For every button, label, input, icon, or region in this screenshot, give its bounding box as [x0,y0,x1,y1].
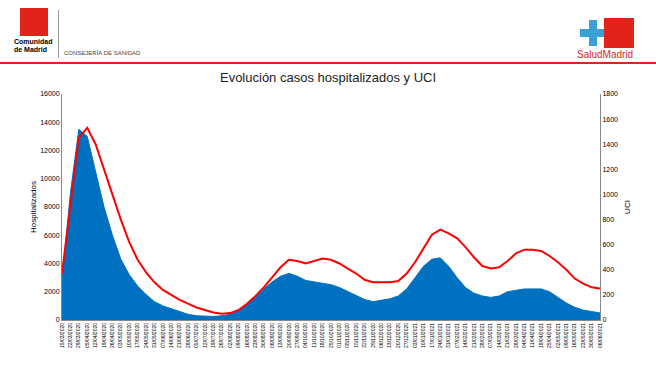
svg-text:07/06/2020: 07/06/2020 [160,323,166,348]
svg-text:25/10/2020: 25/10/2020 [328,323,334,348]
svg-text:1200: 1200 [602,166,618,173]
svg-text:20/12/2020: 20/12/2020 [395,323,401,348]
svg-text:Evolución casos hospitalizados: Evolución casos hospitalizados y UCI [220,70,436,85]
svg-text:600: 600 [602,241,614,248]
html-text:Comunidad de Madrid: Comunidad de Madrid [14,38,53,53]
svg-text:27/09/2020: 27/09/2020 [294,323,300,348]
svg-text:17/05/2020: 17/05/2020 [134,323,140,348]
svg-text:0: 0 [56,316,60,323]
svg-text:16000: 16000 [40,90,60,97]
svg-text:31/01/2021: 31/01/2021 [445,323,451,348]
svg-text:04/04/2021: 04/04/2021 [521,323,527,348]
svg-text:09/05/2021: 09/05/2021 [563,323,569,348]
svg-text:01/11/2020: 01/11/2020 [336,323,342,348]
svg-text:28/03/2021: 28/03/2021 [513,323,519,348]
svg-text:16/05/2021: 16/05/2021 [571,323,577,348]
svg-text:15/11/2020: 15/11/2020 [353,323,359,348]
svg-text:27/12/2020: 27/12/2020 [403,323,409,348]
svg-text:26/07/2020: 26/07/2020 [218,323,224,348]
svg-text:0: 0 [602,316,606,323]
svg-text:02/08/2020: 02/08/2020 [227,323,233,348]
svg-text:28/06/2020: 28/06/2020 [185,323,191,348]
svg-text:20/09/2020: 20/09/2020 [286,323,292,348]
svg-text:2000: 2000 [44,288,60,295]
svg-text:12/07/2020: 12/07/2020 [202,323,208,348]
svg-text:22/03/2020: 22/03/2020 [67,323,73,348]
svg-text:06/12/2020: 06/12/2020 [378,323,384,348]
svg-text:18/04/2021: 18/04/2021 [538,323,544,348]
svg-text:04/10/2020: 04/10/2020 [302,323,308,348]
svg-text:21/02/2021: 21/02/2021 [471,323,477,348]
svg-text:13/09/2020: 13/09/2020 [277,323,283,348]
svg-text:18/10/2020: 18/10/2020 [319,323,325,348]
svg-text:14000: 14000 [40,119,60,126]
svg-text:400: 400 [602,266,614,273]
svg-text:4000: 4000 [44,260,60,267]
svg-text:06/06/2021: 06/06/2021 [597,323,603,348]
svg-text:12000: 12000 [40,147,60,154]
svg-text:07/02/2021: 07/02/2021 [454,323,460,348]
svg-text:10000: 10000 [40,175,60,182]
svg-text:31/05/2020: 31/05/2020 [151,323,157,348]
svg-text:17/01/2021: 17/01/2021 [429,323,435,348]
svg-text:23/05/2021: 23/05/2021 [580,323,586,348]
svg-text:1800: 1800 [602,90,618,97]
svg-text:8000: 8000 [44,203,60,210]
svg-text:800: 800 [602,216,614,223]
svg-text:19/07/2020: 19/07/2020 [210,323,216,348]
svg-text:03/01/2021: 03/01/2021 [412,323,418,348]
svg-text:25/04/2021: 25/04/2021 [546,323,552,348]
svg-text:30/08/2020: 30/08/2020 [260,323,266,348]
svg-text:23/08/2020: 23/08/2020 [252,323,258,348]
html-text:SaludMadrid: SaludMadrid [577,49,634,60]
svg-text:11/04/2021: 11/04/2021 [529,323,535,348]
svg-text:1400: 1400 [602,141,618,148]
svg-text:1600: 1600 [602,116,618,123]
svg-text:200: 200 [602,291,614,298]
svg-text:19/04/2020: 19/04/2020 [101,323,107,348]
svg-text:10/01/2021: 10/01/2021 [420,323,426,348]
svg-text:UCI: UCI [623,200,632,214]
svg-text:11/10/2020: 11/10/2020 [311,323,317,348]
svg-text:24/01/2021: 24/01/2021 [437,323,443,348]
svg-text:03/05/2020: 03/05/2020 [117,323,123,348]
svg-text:21/06/2020: 21/06/2020 [176,323,182,348]
svg-text:10/05/2020: 10/05/2020 [126,323,132,348]
svg-text:24/05/2020: 24/05/2020 [143,323,149,348]
svg-text:05/07/2020: 05/07/2020 [193,323,199,348]
svg-text:14/06/2020: 14/06/2020 [168,323,174,348]
svg-text:15/03/2020: 15/03/2020 [59,323,65,348]
svg-text:30/05/2021: 30/05/2021 [588,323,594,348]
svg-text:07/03/2021: 07/03/2021 [487,323,493,348]
svg-text:14/02/2021: 14/02/2021 [462,323,468,348]
svg-text:14/03/2021: 14/03/2021 [496,323,502,348]
svg-text:08/11/2020: 08/11/2020 [344,323,350,348]
svg-text:05/04/2020: 05/04/2020 [84,323,90,348]
svg-text:28/02/2021: 28/02/2021 [479,323,485,348]
svg-text:6000: 6000 [44,232,60,239]
svg-text:26/04/2020: 26/04/2020 [109,323,115,348]
svg-text:21/03/2021: 21/03/2021 [504,323,510,348]
svg-text:02/05/2021: 02/05/2021 [555,323,561,348]
svg-text:1000: 1000 [602,191,618,198]
html-text:CONSEJERÍA DE SANIDAD: CONSEJERÍA DE SANIDAD [64,50,141,56]
svg-text:29/11/2020: 29/11/2020 [370,323,376,348]
svg-text:06/09/2020: 06/09/2020 [269,323,275,348]
svg-text:13/12/2020: 13/12/2020 [386,323,392,348]
svg-text:Hospitalizados: Hospitalizados [29,181,38,233]
svg-text:29/03/2020: 29/03/2020 [75,323,81,348]
svg-text:16/08/2020: 16/08/2020 [244,323,250,348]
svg-text:12/04/2020: 12/04/2020 [92,323,98,348]
svg-text:09/08/2020: 09/08/2020 [235,323,241,348]
svg-text:22/11/2020: 22/11/2020 [361,323,367,348]
